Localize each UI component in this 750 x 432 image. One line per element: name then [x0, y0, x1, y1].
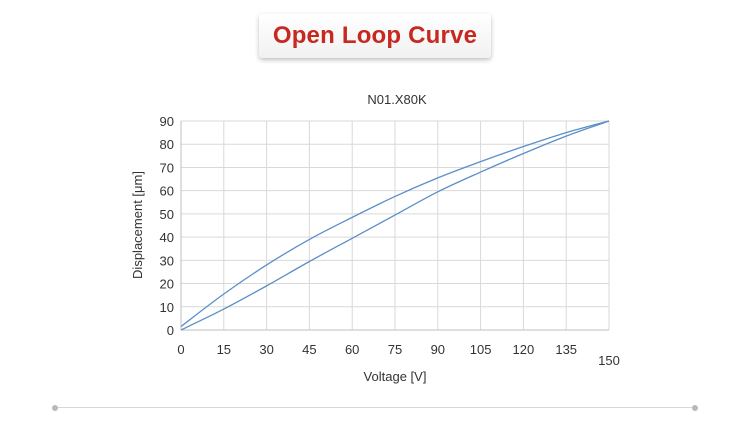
x-tick-label: 105	[470, 342, 492, 357]
y-tick-label: 70	[160, 160, 174, 175]
x-tick-label: 15	[217, 342, 231, 357]
x-tick-label: 90	[431, 342, 445, 357]
series	[180, 120, 610, 331]
carousel-track	[55, 407, 695, 408]
y-tick-label: 60	[160, 184, 174, 199]
y-tick-label: 90	[160, 114, 174, 129]
x-tick-label: 120	[513, 342, 535, 357]
y-axis-label: Displacement [μm]	[130, 171, 145, 279]
x-axis-label: Voltage [V]	[364, 369, 427, 384]
chart-title: N01.X80K	[367, 92, 427, 107]
y-tick-label: 20	[160, 277, 174, 292]
x-tick-label: 75	[388, 342, 402, 357]
y-tick-label: 10	[160, 300, 174, 315]
x-tick-label: 45	[302, 342, 316, 357]
series-line-ascending	[180, 120, 610, 331]
series-line-descending	[180, 120, 610, 328]
carousel-dot-left[interactable]	[52, 405, 58, 411]
x-tick-label: 60	[345, 342, 359, 357]
y-tick-label: 0	[167, 323, 174, 338]
open-loop-chart: 0 10 20 30 40 50 60 70 80 90 0 15 30 45 60 75 90 105 120 13…	[130, 92, 620, 384]
y-tick-label: 50	[160, 207, 174, 222]
y-tick-label: 40	[160, 230, 174, 245]
grid	[180, 120, 610, 331]
carousel-dot-right[interactable]	[692, 405, 698, 411]
x-tick-label: 0	[177, 342, 184, 357]
x-tick-label: 135	[555, 342, 577, 357]
x-tick-label: 30	[259, 342, 273, 357]
title-card: Open Loop Curve	[259, 14, 491, 58]
y-tick-label: 30	[160, 253, 174, 268]
y-tick-label: 80	[160, 137, 174, 152]
axes: 0 10 20 30 40 50 60 70 80 90 0 15 30 45 60 75 90 105 120 13…	[160, 114, 620, 368]
page-title: Open Loop Curve	[272, 22, 478, 49]
x-tick-label: 150	[598, 353, 620, 368]
